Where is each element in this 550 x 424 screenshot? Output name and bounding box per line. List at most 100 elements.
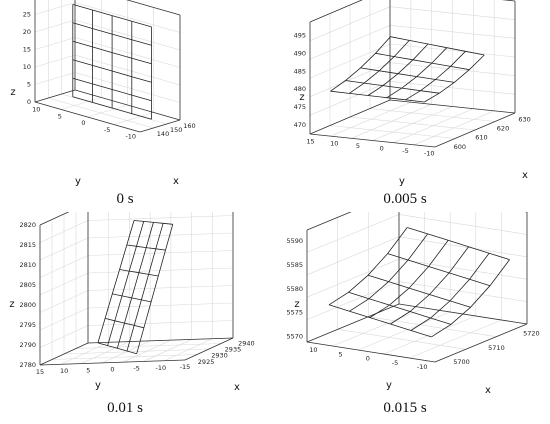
- z-tick-label: 490: [294, 49, 306, 57]
- grid-line: [389, 62, 516, 76]
- grid-line: [389, 6, 516, 20]
- x-tick-label: 630: [518, 115, 530, 123]
- surface-panel-001s: 2780 2790 2795 2800 2805 2810 2815 2820 15 10 5 0 -5…: [0, 212, 275, 424]
- grid-line: [34, 72, 76, 85]
- axis-edge: [434, 112, 516, 148]
- x-tick-label: 620: [497, 125, 509, 133]
- grid-line: [164, 338, 213, 361]
- x-tick-label: 160: [183, 122, 195, 130]
- axis-edge: [309, 99, 391, 135]
- z-axis-label: z: [9, 299, 14, 310]
- surface-plot-0015s: 5570 5575 5580 5585 5590 10 5 0 -5 -10 5700 5710 572…: [286, 212, 540, 396]
- grid-line: [39, 307, 89, 331]
- grid-line: [368, 316, 497, 337]
- z-tick-label: 2790: [19, 341, 36, 349]
- surface-mesh: [97, 220, 174, 355]
- z-tick-label: 0: [27, 98, 31, 106]
- grid-line: [87, 104, 128, 118]
- panel-caption: 0.01 s: [107, 400, 143, 416]
- z-tick-label: 30: [23, 0, 31, 1]
- grid-line: [102, 340, 151, 364]
- mesh-line: [97, 220, 135, 344]
- grid-line: [309, 81, 391, 116]
- grid-line: [306, 212, 352, 231]
- z-tick-label: 480: [294, 85, 306, 93]
- y-tick-label: -10: [417, 363, 428, 371]
- z-tick-label: 15: [23, 46, 31, 54]
- y-tick-label: -5: [402, 147, 408, 155]
- grid-line: [122, 339, 171, 363]
- mesh-line: [345, 80, 440, 94]
- mesh-line: [369, 240, 449, 318]
- y-tick-label: 5: [86, 366, 90, 374]
- surface-plot-001s: 2780 2790 2795 2800 2805 2810 2815 2820 15 10 5 0 -5…: [9, 212, 255, 393]
- grid-line: [309, 25, 391, 60]
- z-tick-label: 10: [23, 63, 31, 71]
- axis-edge: [87, 337, 234, 344]
- grid-line: [39, 220, 89, 243]
- grid-line: [113, 112, 154, 125]
- z-tick-label: 2815: [19, 241, 36, 249]
- y-tick-label: -10: [424, 150, 435, 158]
- surface-plot-0005s: 470 475 480 485 490 495 15 10 5 0 -5 -10 600 610 620 63…: [294, 0, 531, 187]
- z-tick-label: 5585: [286, 261, 303, 269]
- panel-caption: 0.015 s: [383, 400, 427, 416]
- panel-caption: 0 s: [116, 191, 134, 207]
- mesh-line: [328, 304, 432, 338]
- x-tick-label: 5720: [523, 329, 540, 337]
- y-tick-label: 10: [330, 140, 338, 148]
- z-tick-label: 495: [294, 31, 306, 39]
- grid-line: [39, 237, 89, 261]
- x-tick-label: 150: [170, 126, 182, 134]
- y-tick-label: 15: [306, 137, 314, 145]
- grid-line: [34, 2, 76, 15]
- grid-line: [398, 258, 528, 280]
- y-axis-label: y: [386, 380, 392, 391]
- axis-edge: [389, 99, 516, 114]
- panel-caption: 0.005 s: [383, 191, 427, 207]
- mesh-line: [387, 253, 491, 287]
- z-tick-label: 2820: [19, 221, 36, 229]
- grid-line: [34, 54, 76, 68]
- mesh-line: [330, 90, 425, 103]
- grid-line: [332, 307, 425, 347]
- axis-edge: [39, 359, 186, 366]
- grid-line: [34, 19, 76, 33]
- grid-line: [81, 341, 130, 364]
- y-tick-label: 5: [339, 350, 343, 358]
- y-tick-label: 0: [81, 119, 85, 127]
- grid-line: [87, 215, 234, 221]
- x-tick-label: 5710: [488, 344, 505, 352]
- grid-line: [87, 285, 234, 291]
- grid-line: [372, 106, 453, 141]
- grid-line: [39, 325, 89, 348]
- mesh-line: [375, 52, 470, 71]
- x-axis-label: x: [485, 385, 491, 396]
- axis-edge: [139, 119, 181, 133]
- grid-line: [398, 214, 528, 235]
- x-tick-label: 140: [157, 130, 169, 138]
- grid-line: [87, 232, 234, 239]
- y-axis-label: y: [75, 176, 81, 187]
- z-tick-label: 485: [294, 67, 306, 75]
- y-tick-label: 15: [36, 368, 44, 376]
- grid-line: [389, 43, 516, 58]
- surface-panel-0005s: 470 475 480 485 490 495 15 10 5 0 -5 -10 600 610 620 63…: [275, 0, 550, 212]
- mesh-line: [126, 223, 164, 352]
- z-tick-label: 2805: [19, 281, 36, 289]
- grid-line: [309, 6, 391, 41]
- z-tick-label: 25: [23, 11, 31, 19]
- surface-panel-0015s: 5570 5575 5580 5585 5590 10 5 0 -5 -10 5700 5710 572…: [275, 212, 550, 424]
- mesh-line: [349, 233, 429, 312]
- grid-line: [60, 342, 109, 365]
- y-tick-label: 0: [110, 366, 114, 374]
- mesh-line: [348, 291, 452, 325]
- y-tick-label: -5: [133, 365, 139, 373]
- surface-mesh: [72, 4, 152, 120]
- x-tick-label: 2925: [198, 358, 215, 366]
- mesh-line: [116, 222, 154, 349]
- grid-line: [351, 104, 432, 139]
- y-axis-label: y: [399, 176, 405, 187]
- axis-edge: [306, 212, 352, 231]
- grid-line: [398, 236, 528, 258]
